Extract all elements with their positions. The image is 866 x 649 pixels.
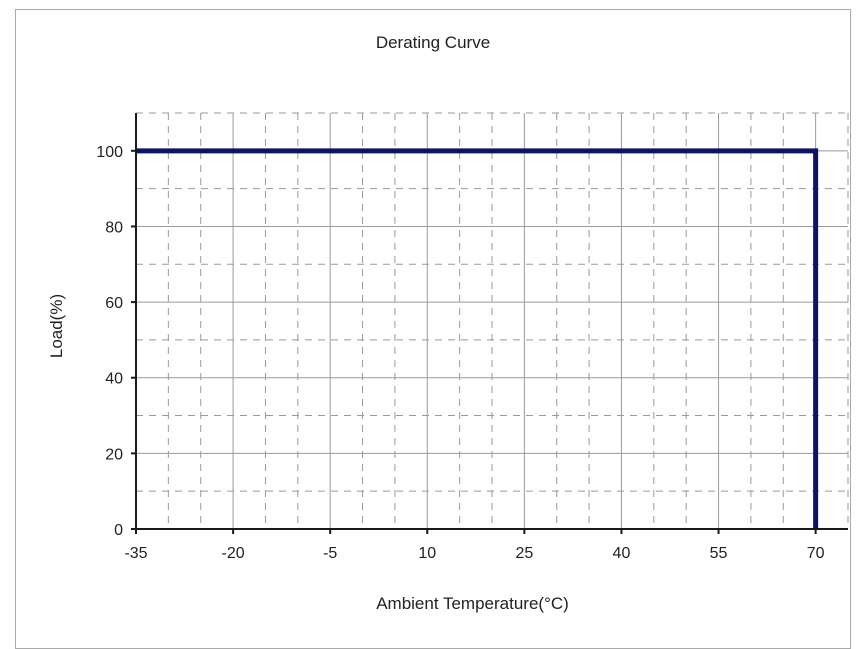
axes: [131, 113, 848, 534]
y-tick-label: 20: [105, 446, 123, 463]
x-tick-label: 40: [613, 545, 631, 562]
x-tick-label: 55: [710, 545, 728, 562]
y-tick-label: 60: [105, 295, 123, 312]
x-tick-label: -5: [323, 545, 337, 562]
series-layer: [136, 148, 819, 529]
x-axis-label: Ambient Temperature(°C): [376, 594, 569, 613]
y-tick-label: 100: [96, 144, 123, 161]
x-tick-label: 70: [807, 545, 825, 562]
chart-frame: [15, 9, 851, 649]
x-tick-label: -20: [222, 545, 245, 562]
x-tick-label: 25: [515, 545, 533, 562]
y-tick-label: 80: [105, 219, 123, 236]
tick-labels: -35 -20 -5 10 25 40 55 70 0 20 40 60 80 100: [96, 144, 824, 562]
chart-title: Derating Curve: [375, 33, 491, 52]
y-tick-label: 40: [105, 371, 123, 388]
derating-line: [136, 148, 819, 529]
grid: [136, 112, 849, 529]
x-tick-label: -35: [124, 545, 147, 562]
x-tick-label: 10: [418, 545, 436, 562]
y-tick-label: 0: [114, 522, 123, 539]
